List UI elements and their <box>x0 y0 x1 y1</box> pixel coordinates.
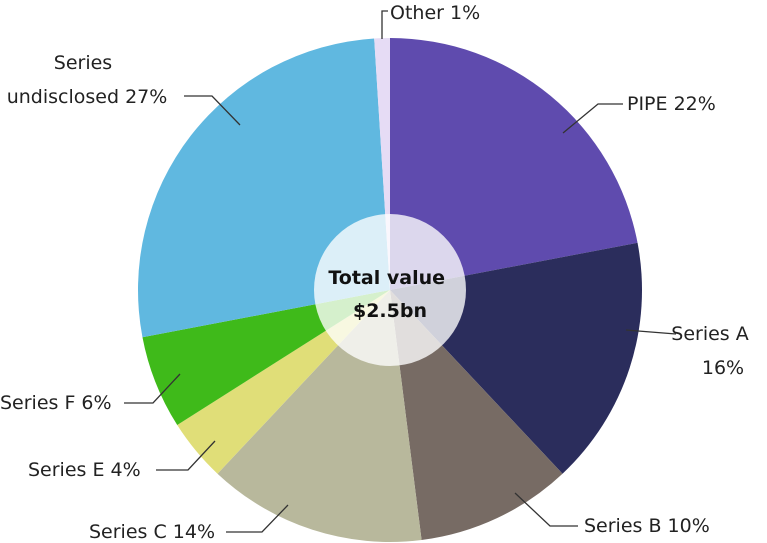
slice-label-7-line-2: undisclosed 27% <box>7 86 168 108</box>
leader-line-5 <box>156 440 216 471</box>
leader-line-7 <box>184 95 241 126</box>
center-label: Total value $2.5bn <box>328 267 451 322</box>
slice-label-6-line-1: Series F 6% <box>0 392 112 414</box>
leader-line-8 <box>381 10 388 39</box>
slice-labels: PIPE 22% Series A 16% Series B 10% Series C … <box>0 2 749 543</box>
leader-line-2 <box>625 329 677 335</box>
center-label-line-2: $2.5bn <box>353 300 427 322</box>
slice-label-2-line-1: Series A <box>671 323 748 345</box>
slice-label-3-line-1: Series B 10% <box>584 515 710 537</box>
slice-label-5-line-1: Series E 4% <box>28 459 141 481</box>
leader-line-4 <box>226 504 289 533</box>
center-circle <box>314 214 466 366</box>
leader-line-1 <box>562 103 623 134</box>
label-leaders <box>124 10 677 533</box>
slice-label-1-line-1: PIPE 22% <box>627 93 716 115</box>
leader-line-3 <box>514 492 578 527</box>
slice-label-4-line-1: Series C 14% <box>89 521 215 543</box>
slice-label-7-line-1: Series <box>54 52 112 74</box>
slice-label-8-line-1: Other 1% <box>390 2 480 24</box>
pie-slice-1 <box>390 38 638 290</box>
center-label-line-1: Total value <box>328 267 445 289</box>
leader-line-6 <box>124 373 181 404</box>
slice-label-2-line-2: 16% <box>702 357 744 379</box>
